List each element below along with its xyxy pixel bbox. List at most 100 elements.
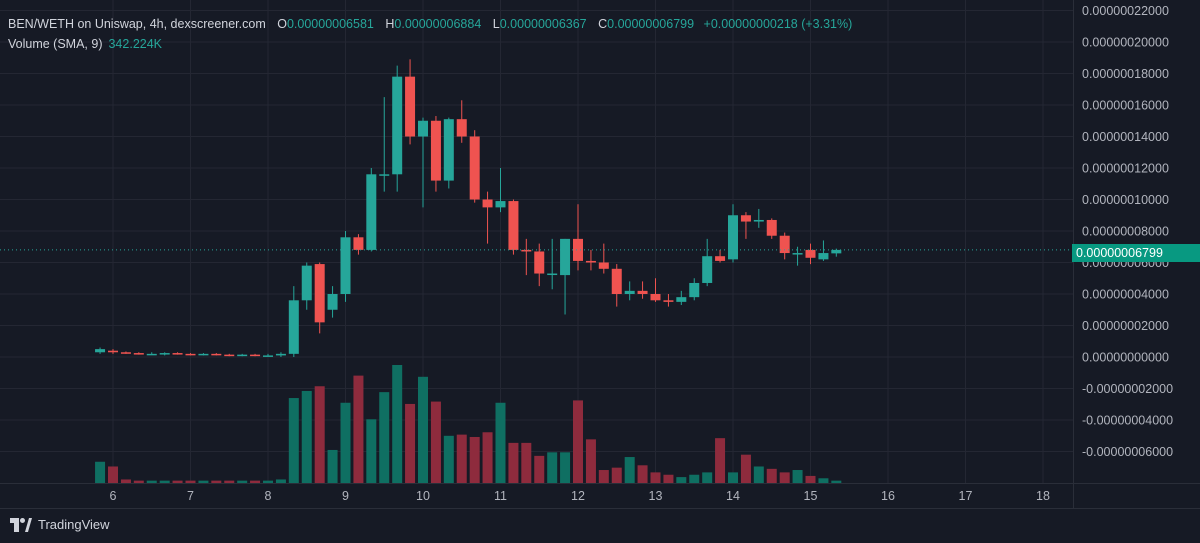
candle: [676, 290, 687, 306]
candle: [508, 199, 519, 255]
candle: [624, 281, 635, 301]
candle: [263, 353, 273, 357]
high-value: 0.00000006884: [394, 17, 482, 31]
volume-bar: [340, 402, 351, 483]
candle: [340, 231, 351, 302]
time-tick-label: 7: [187, 489, 194, 503]
candle: [495, 168, 506, 213]
candle: [120, 351, 131, 354]
volume-bar: [676, 477, 687, 483]
volume-bar: [443, 435, 454, 483]
candle-body: [469, 136, 480, 200]
volume-row: Volume (SMA, 9) 342.224K: [8, 34, 852, 54]
candle: [392, 65, 403, 192]
low-value: 0.00000006367: [499, 17, 587, 31]
candle: [443, 117, 454, 189]
candle-body: [650, 294, 661, 301]
candle-body: [366, 174, 377, 250]
candle: [766, 218, 777, 239]
grid: [0, 0, 1073, 483]
candle: [366, 168, 377, 252]
candle: [598, 243, 609, 274]
candle: [224, 353, 235, 357]
tradingview-label: TradingView: [38, 517, 110, 532]
price-tick-label: 0.00000022000: [1082, 4, 1169, 18]
candle-body: [676, 297, 687, 302]
candle: [133, 352, 144, 355]
volume-bar: [146, 480, 157, 483]
candle-body: [211, 353, 222, 356]
volume-bar: [379, 392, 390, 483]
volume-bar: [611, 467, 622, 483]
time-tick-label: 12: [571, 489, 585, 503]
candle-body: [831, 249, 842, 254]
candle-body: [146, 353, 157, 356]
tradingview-logo[interactable]: TradingView: [10, 517, 110, 532]
candle: [288, 286, 299, 357]
candle-body: [133, 353, 144, 355]
candle-body: [715, 256, 726, 261]
candle-body: [340, 237, 351, 294]
candle-body: [418, 120, 428, 137]
time-axis[interactable]: 6 7 8 9 10 11 12 13 14 15 16 17 18: [110, 489, 1050, 503]
candle: [379, 97, 390, 192]
candle: [172, 352, 183, 355]
volume-bar: [560, 452, 571, 483]
volume-bar: [327, 449, 338, 483]
open-value: 0.00000006581: [286, 17, 374, 31]
candle: [753, 208, 764, 228]
candle-body: [689, 282, 700, 298]
candle-body: [314, 264, 325, 323]
candle-body: [573, 238, 583, 261]
price-tick-label: 0.00000018000: [1082, 67, 1169, 81]
volume-bar: [366, 419, 377, 483]
candle: [185, 353, 196, 356]
volume-bar: [663, 474, 674, 483]
candle: [585, 249, 596, 271]
candle: [650, 278, 661, 302]
price-axis[interactable]: 0.00000022000 0.00000020000 0.00000018000 0…: [1082, 4, 1173, 459]
tradingview-icon: [10, 517, 32, 532]
volume-bars: [95, 365, 842, 483]
volume-bar: [702, 472, 713, 483]
volume-bar: [456, 434, 467, 483]
volume-bar: [805, 475, 816, 483]
candle: [275, 352, 286, 357]
candle-body: [753, 219, 764, 222]
volume-bar: [573, 400, 583, 483]
candle-body: [637, 290, 648, 294]
volume-bar: [624, 457, 635, 483]
candle-body: [379, 174, 390, 176]
volume-bar: [753, 466, 764, 483]
candle-body: [624, 290, 635, 294]
volume-bar: [392, 365, 403, 483]
volume-bar: [792, 470, 803, 483]
volume-bar: [288, 398, 299, 483]
volume-bar: [224, 480, 235, 483]
close-label: C: [598, 17, 608, 31]
time-tick-label: 11: [494, 489, 507, 503]
volume-bar: [740, 454, 751, 483]
time-tick-label: 16: [881, 489, 895, 503]
candle-body: [611, 268, 622, 294]
candle-body: [495, 201, 506, 208]
candle-body: [534, 251, 545, 274]
candle-body: [159, 353, 170, 355]
volume-bar: [689, 474, 700, 483]
high-label: H: [385, 17, 395, 31]
time-tick-label: 17: [959, 489, 973, 503]
volume-bar: [715, 438, 726, 483]
volume-bar: [95, 461, 106, 483]
volume-bar: [779, 472, 790, 483]
volume-bar: [172, 480, 183, 483]
volume-bar: [159, 480, 170, 483]
price-tick-label: 0.00000004000: [1082, 288, 1169, 302]
volume-bar: [521, 442, 532, 483]
volume-bar: [275, 479, 286, 483]
candle-body: [301, 265, 312, 301]
candle-body: [547, 273, 558, 276]
candle-body: [818, 253, 829, 260]
candle: [779, 232, 790, 260]
time-tick-label: 9: [342, 489, 349, 503]
